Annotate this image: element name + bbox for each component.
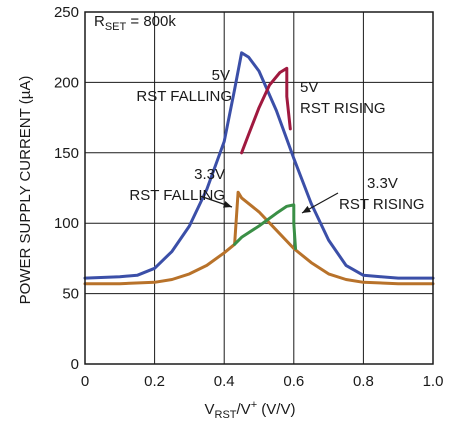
y-tick-label: 200 — [54, 74, 79, 91]
y-tick-label: 0 — [71, 356, 79, 373]
y-tick-labels: 0 50 100 150 200 250 — [54, 4, 79, 373]
v33-falling-arrow-head — [223, 200, 232, 208]
v33-rising-label-line2: RST RISING — [339, 196, 425, 213]
x-tick-label: 0.6 — [283, 373, 304, 390]
v5-falling-label-line2: RST FALLING — [136, 88, 232, 105]
y-tick-label: 100 — [54, 215, 79, 232]
series-line-1 — [83, 51, 435, 280]
series-layer — [83, 51, 435, 286]
y-axis-label: POWER SUPPLY CURRENT (µA) — [17, 76, 34, 305]
v5-falling-label-line1: 5V — [212, 67, 230, 84]
x-axis-label: VRST/V+ (V/V) — [205, 399, 296, 421]
series-line-3 — [83, 190, 435, 286]
v5-rising-label-line1: 5V — [300, 79, 318, 96]
annotation-arrows — [199, 192, 339, 214]
x-tick-labels: 0 0.2 0.4 0.6 0.8 1.0 — [81, 373, 444, 390]
y-tick-label: 250 — [54, 4, 79, 21]
series-line-4 — [233, 203, 297, 250]
v33-rising-arrow-head — [302, 205, 311, 213]
x-tick-label: 0.2 — [144, 373, 165, 390]
y-tick-label: 150 — [54, 145, 79, 162]
rset-annotation: RSET = 800k — [94, 13, 176, 33]
x-tick-label: 0.8 — [353, 373, 374, 390]
y-tick-label: 50 — [62, 286, 79, 303]
v33-falling-label-line2: RST FALLING — [129, 187, 225, 204]
v33-rising-label-line1: 3.3V — [367, 175, 398, 192]
v33-falling-label-line1: 3.3V — [194, 166, 225, 183]
v5-rising-label-line2: RST RISING — [300, 100, 386, 117]
plot-frame — [84, 11, 434, 365]
series-line-2 — [240, 66, 292, 155]
x-tick-label: 0.4 — [214, 373, 235, 390]
x-tick-label: 0 — [81, 373, 89, 390]
x-tick-label: 1.0 — [423, 373, 444, 390]
